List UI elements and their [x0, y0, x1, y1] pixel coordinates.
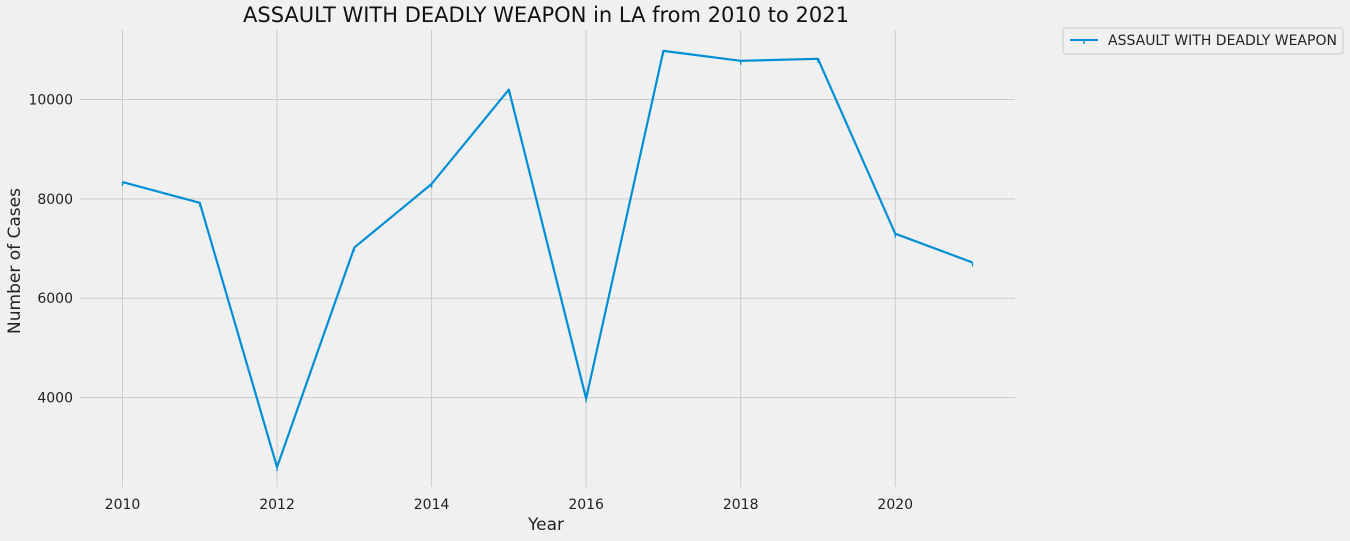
y-axis-label: Number of Cases [5, 188, 25, 334]
y-tick-label: 4000 [37, 391, 73, 407]
x-axis-label: Year [527, 515, 564, 535]
y-tick-label: 8000 [37, 192, 73, 208]
x-tick-label: 2018 [723, 497, 759, 513]
x-tick-label: 2016 [568, 497, 604, 513]
y-axis-ticks: 4000 6000 8000 10000 [28, 93, 73, 407]
x-tick-label: 2010 [105, 497, 141, 513]
x-tick-label: 2012 [259, 497, 295, 513]
series-layer [121, 49, 974, 472]
x-tick-label: 2020 [877, 497, 913, 513]
legend-series-label: ASSAULT WITH DEADLY WEAPON [1108, 33, 1337, 49]
legend-box [1062, 27, 1344, 55]
y-tick-label: 10000 [28, 93, 73, 109]
chart-title: ASSAULT WITH DEADLY WEAPON in LA from 20… [243, 3, 849, 27]
x-axis-ticks: 2010 2012 2014 2016 2018 2020 [105, 497, 913, 513]
series-line [122, 49, 973, 469]
y-tick-label: 6000 [37, 291, 73, 307]
grid [80, 30, 1015, 487]
legend: ASSAULT WITH DEADLY WEAPON [1062, 27, 1344, 55]
x-tick-label: 2014 [414, 497, 450, 513]
